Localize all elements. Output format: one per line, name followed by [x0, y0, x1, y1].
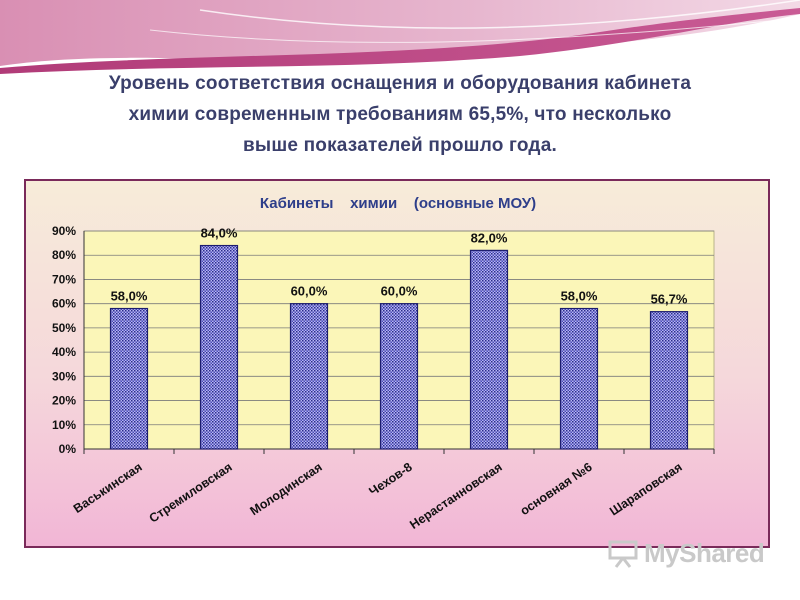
y-axis-ticks: 0% 10% 20% 30% 40% 50% 60% 70% 80% 90%	[52, 224, 76, 456]
y-tick-label: 60%	[52, 297, 76, 311]
slide-title-line: выше показателей прошло года.	[243, 135, 557, 156]
data-label: 60,0%	[381, 284, 418, 299]
y-tick-label: 0%	[59, 442, 77, 456]
data-label: 58,0%	[111, 289, 148, 304]
bar-chart: Кабинеты химии (основные МОУ) 0% 10% 20% 30…	[52, 195, 715, 532]
y-tick-label: 40%	[52, 345, 76, 359]
y-tick-label: 80%	[52, 248, 76, 262]
x-tick-label: Васькинская	[71, 460, 145, 516]
bar	[199, 244, 239, 450]
presentation-board-icon	[608, 540, 638, 568]
data-label: 58,0%	[561, 289, 598, 304]
x-axis-ticks: Васькинская Стремиловская Молодинская Чехов…	[71, 449, 715, 532]
x-tick-label: Стремиловская	[147, 460, 235, 526]
y-tick-label: 30%	[52, 369, 76, 383]
y-tick-label: 10%	[52, 418, 76, 432]
data-label: 82,0%	[471, 230, 508, 245]
watermark-text: MyShared	[644, 538, 765, 568]
y-tick-label: 50%	[52, 321, 76, 335]
slide-title: Уровень соответствия оснащения и оборудо…	[40, 68, 760, 161]
y-tick-label: 20%	[52, 394, 76, 408]
header-swoosh-decoration	[0, 0, 800, 74]
x-tick-label: основная №6	[518, 460, 595, 518]
bars	[109, 244, 689, 450]
data-label: 60,0%	[291, 284, 328, 299]
x-tick-label: Нерастанновская	[407, 460, 504, 532]
bar	[289, 303, 329, 450]
bar	[649, 311, 689, 450]
x-tick-label: Чехов-8	[367, 460, 415, 499]
data-label: 84,0%	[201, 226, 238, 241]
slide-title-line: Уровень соответствия оснащения и оборудо…	[108, 73, 692, 94]
bar	[469, 249, 509, 450]
data-labels: 58,0% 84,0% 60,0% 60,0% 82,0% 58,0% 56,7%	[111, 226, 688, 307]
x-tick-label: Шараповская	[607, 460, 685, 519]
y-tick-label: 90%	[52, 224, 76, 238]
bar	[559, 307, 599, 450]
data-label: 56,7%	[651, 292, 688, 307]
chart-frame: Кабинеты химии (основные МОУ) 0% 10% 20% 30…	[24, 179, 770, 548]
watermark: MyShared	[608, 536, 768, 572]
bar	[379, 303, 419, 450]
bar	[109, 307, 149, 450]
x-tick-label: Молодинская	[248, 460, 325, 518]
chart-title: Кабинеты химии (основные МОУ)	[260, 195, 536, 212]
y-tick-label: 70%	[52, 272, 76, 286]
slide-title-line: химии современным требованиям 65,5%, что…	[128, 104, 672, 125]
